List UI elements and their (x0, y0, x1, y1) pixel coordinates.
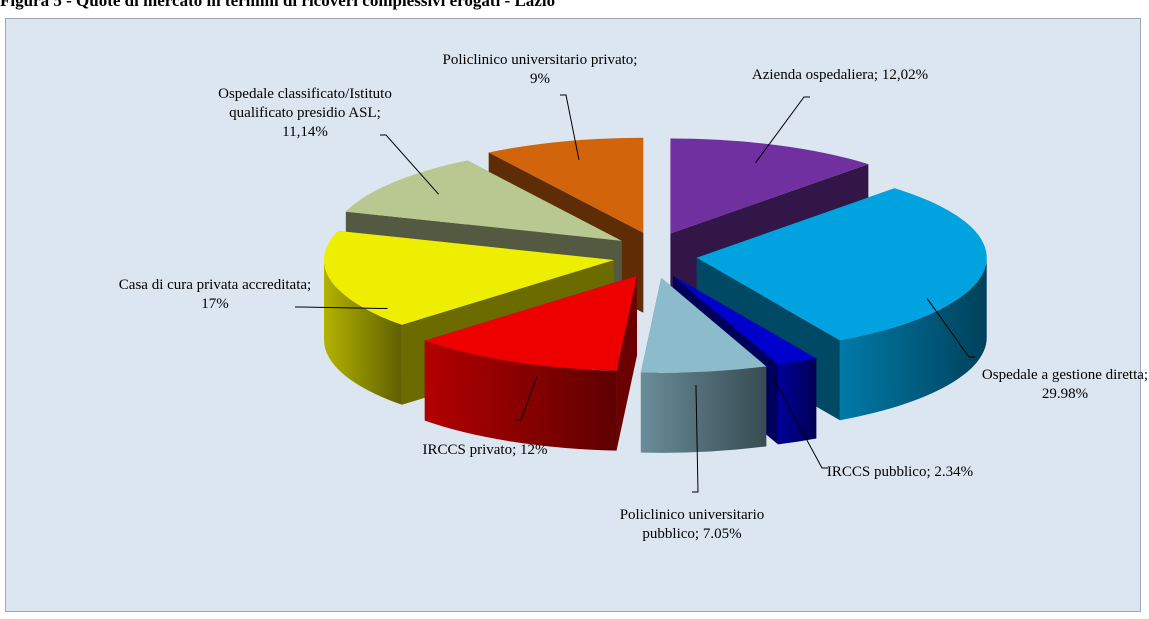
label-value: 17% (201, 296, 229, 312)
slice-top (424, 275, 637, 371)
label-category: Ospedale classificato/Istituto qualifica… (218, 85, 392, 121)
label-category: Azienda ospedaliera; (751, 66, 879, 83)
slice-side (777, 358, 817, 445)
label-value: 29.98% (1041, 386, 1089, 402)
data-label: Policlinico universitario privato; 9% (440, 51, 640, 89)
slice-top (696, 188, 987, 341)
label-category: Policlinico universitario pubblico; (619, 507, 765, 542)
data-label: Ospedale classificato/Istituto qualifica… (205, 85, 405, 142)
label-value: 11,14% (282, 123, 328, 140)
label-value: 9% (530, 71, 550, 87)
slice-side (640, 366, 767, 453)
label-value: 12% (520, 441, 548, 458)
label-category: Ospedale a gestione diretta; (981, 367, 1149, 383)
label-category: IRCCS privato; (422, 441, 517, 458)
label-value: 7.05% (702, 526, 742, 542)
slice-top (670, 138, 869, 234)
leader-line (560, 94, 580, 160)
data-label: Policlinico universitario pubblico; 7.05… (592, 506, 792, 544)
slice-top (345, 160, 622, 241)
label-category: IRCCS pubblico; (826, 463, 931, 480)
leader-line (515, 376, 538, 421)
label-value: 2.34% (934, 463, 974, 480)
leader-line (692, 384, 699, 493)
leader-line (772, 376, 828, 469)
label-category: Policlinico universitario privato; (442, 52, 638, 68)
slice-side (424, 340, 617, 451)
slice-top (488, 137, 644, 233)
data-label: Azienda ospedaliera; 12,02% (740, 66, 940, 85)
data-label: IRCCS pubblico; 2.34% (800, 463, 1000, 482)
leader-line (380, 134, 439, 195)
slice (640, 277, 767, 453)
slice-top (640, 277, 767, 373)
data-label: IRCCS privato; 12% (385, 441, 585, 460)
label-category: Casa di cura privata accreditata; (118, 277, 312, 293)
leader-line (295, 306, 388, 310)
label-value: 12,02% (881, 66, 929, 83)
slice-top (324, 230, 615, 325)
slice (424, 275, 637, 451)
slice-side (839, 257, 987, 421)
slice-side (324, 260, 402, 405)
slice-top (673, 275, 817, 365)
data-label: Casa di cura privata accreditata; 17% (115, 276, 315, 314)
data-label: Ospedale a gestione diretta; 29.98% (965, 366, 1149, 404)
leader-line (755, 96, 810, 164)
chart-title: Figura 5 - Quote di mercato in termini d… (0, 0, 556, 10)
leader-line (926, 298, 975, 358)
